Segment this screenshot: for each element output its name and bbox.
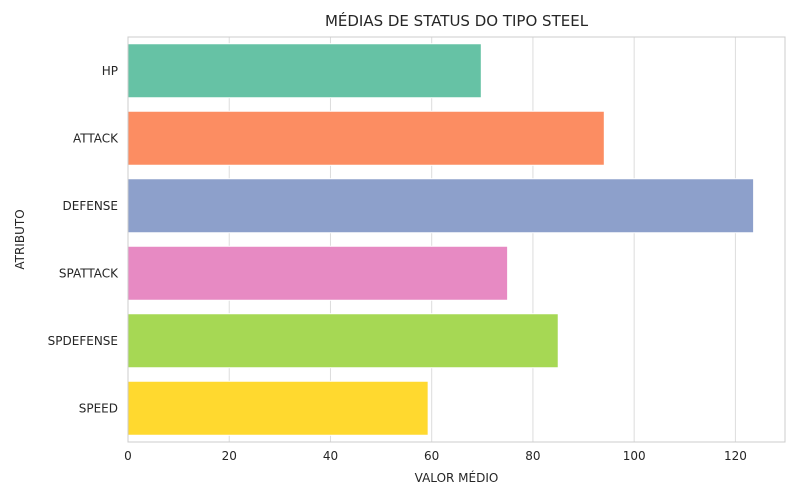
x-axis-ticks: 0 20 40 60 80 100 120 <box>124 449 747 463</box>
x-tick-label: 60 <box>424 449 439 463</box>
x-tick-label: 80 <box>525 449 540 463</box>
x-tick-label: 120 <box>724 449 747 463</box>
x-tick-label: 0 <box>124 449 132 463</box>
y-tick-label: HP <box>102 64 118 78</box>
x-axis-label: VALOR MÉDIO <box>415 470 499 485</box>
y-tick-label: DEFENSE <box>63 199 118 213</box>
x-tick-label: 40 <box>323 449 338 463</box>
y-tick-label: SPATTACK <box>59 266 119 280</box>
bar-spdefense <box>127 313 559 369</box>
bars <box>127 43 755 436</box>
bar-speed <box>127 380 429 436</box>
y-axis-ticks: HP ATTACK DEFENSE SPATTACK SPDEFENSE SPEED <box>48 64 119 416</box>
y-tick-label: SPDEFENSE <box>48 334 118 348</box>
bar-hp <box>127 43 482 99</box>
y-axis-label: ATRIBUTO <box>13 209 27 269</box>
gridlines <box>127 37 736 442</box>
chart-title: MÉDIAS DE STATUS DO TIPO STEEL <box>325 11 589 30</box>
bar-spattack <box>127 245 509 301</box>
x-tick-label: 20 <box>222 449 237 463</box>
y-tick-label: SPEED <box>79 401 118 415</box>
bar-defense <box>127 178 755 234</box>
plot-frame <box>127 36 786 443</box>
bar-attack <box>127 110 605 166</box>
x-tick-label: 100 <box>623 449 646 463</box>
y-tick-label: ATTACK <box>73 131 119 145</box>
